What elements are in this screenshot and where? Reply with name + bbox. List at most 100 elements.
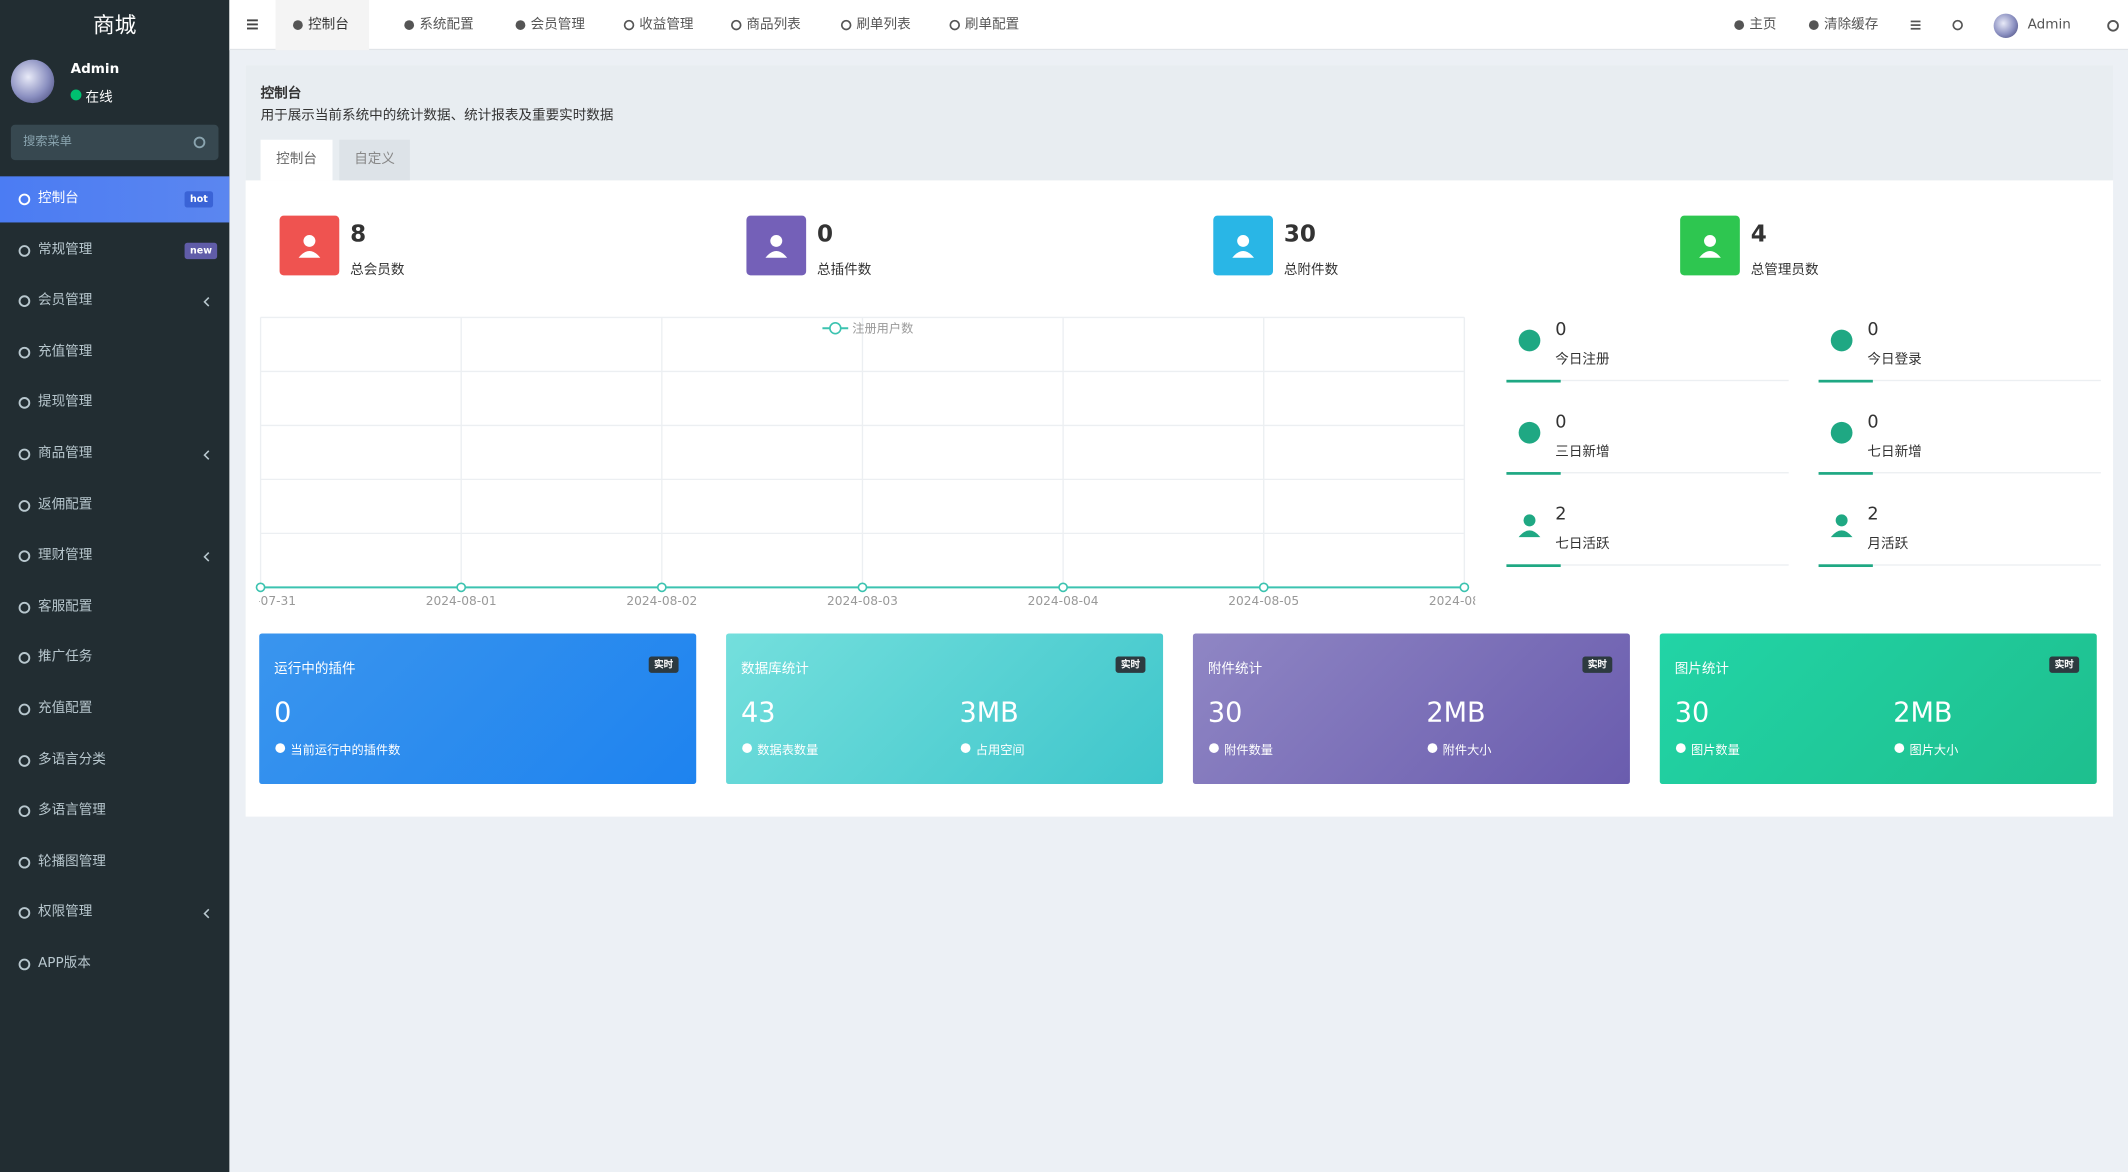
menu-item[interactable]: 充值配置 (0, 686, 229, 732)
icon (18, 652, 31, 665)
nav-tab[interactable]: 刷单配置 (932, 0, 1035, 50)
menu-item[interactable]: 提现管理 (0, 380, 229, 426)
logo[interactable]: 商城 (92, 12, 137, 38)
card-value: 30 (1207, 695, 1243, 729)
stat-card: 数据库统计 实时 43 数据表数量 3MB 占用空间 (726, 633, 1164, 785)
icon-shape (1808, 20, 1819, 30)
panel-tab[interactable]: 控制台 (260, 139, 333, 181)
menu-item[interactable]: 推广任务 (0, 635, 229, 681)
menu-item[interactable]: 返佣配置 (0, 482, 229, 528)
mini-stat-label: 今日注册 (1555, 352, 1610, 368)
page-description: 用于展示当前系统中的统计数据、统计报表及重要实时数据 (260, 108, 614, 124)
nav-tab[interactable]: 刷单列表 (824, 0, 927, 50)
mini-stat-accent (1818, 564, 1873, 568)
icon (1209, 743, 1219, 753)
stat-icon (1213, 215, 1273, 276)
icon-shape (303, 234, 316, 247)
nav-tab[interactable]: 商品列表 (714, 0, 817, 50)
menu-item[interactable]: 轮播图管理 (0, 839, 229, 885)
menu-item[interactable]: 充值管理 (0, 329, 229, 375)
top-link[interactable]: 清除缓存 (1808, 0, 1889, 50)
mini-stat-accent (1506, 472, 1561, 475)
icon (18, 397, 31, 410)
card-badge: 实时 (2049, 656, 2080, 673)
icon-shape (18, 499, 31, 512)
legend-label: 注册用户数 (852, 320, 913, 335)
point (1058, 582, 1068, 593)
card-label: 图片数量 (1690, 744, 1740, 759)
panel-tab[interactable]: 自定义 (339, 139, 410, 181)
icon (515, 20, 526, 30)
icon[interactable] (1909, 19, 1921, 31)
user-name: Admin (70, 62, 120, 78)
nav-tab-label: 刷单列表 (856, 17, 911, 33)
point (255, 582, 266, 593)
top-link[interactable]: 主页 (1733, 0, 1814, 50)
stat-value: 4 (1750, 221, 1767, 249)
nav-tab[interactable]: 收益管理 (607, 0, 710, 50)
stat-icon (1680, 215, 1740, 276)
search-box[interactable]: 搜索菜单 (10, 124, 219, 161)
menu-item[interactable]: 多语言分类 (0, 737, 229, 783)
mini-stat-accent (1818, 472, 1873, 475)
nav-tab[interactable]: 系统配置 (387, 0, 490, 50)
icon-shape (18, 703, 31, 716)
menu-item[interactable]: 控制台 hot (0, 176, 230, 223)
menu-item[interactable]: 商品管理 (0, 431, 229, 477)
card-label: 附件大小 (1442, 744, 1492, 759)
menu-label: 理财管理 (37, 548, 93, 564)
icon-shape (246, 23, 258, 26)
icon-shape (1910, 24, 1921, 26)
mini-stat-label: 三日新增 (1555, 444, 1610, 460)
icon[interactable] (1952, 19, 1964, 31)
nav-tab[interactable]: 会员管理 (498, 0, 601, 50)
icon-shape (1835, 514, 1848, 527)
icon-shape (949, 19, 961, 31)
top-user[interactable]: Admin (2027, 17, 2071, 33)
icon-shape (1518, 329, 1541, 352)
icon (275, 743, 286, 753)
menu-item[interactable]: 常规管理 new (0, 227, 229, 273)
nav-tab-label: 控制台 (308, 17, 349, 33)
chart-plot: 2024-07-31 2024-08-01 2024-08-02 2024-08-03… (255, 316, 1475, 608)
icon-shape (193, 136, 206, 149)
icon-shape (1910, 20, 1921, 23)
card-value: 0 (274, 695, 292, 729)
menu-item[interactable]: 多语言管理 (0, 788, 229, 834)
icon-shape (840, 19, 852, 31)
card-badge: 实时 (1115, 656, 1146, 673)
menu-badge: new (184, 242, 218, 259)
card-value: 2MB (1426, 695, 1486, 729)
menu-label: 多语言管理 (37, 803, 106, 819)
menu-item[interactable]: 客服配置 (0, 584, 229, 630)
line-chart: 2024-07-31 2024-08-01 2024-08-02 2024-08-03… (255, 316, 1475, 608)
icon-shape (770, 234, 783, 247)
menu-item[interactable]: APP版本 (0, 941, 229, 987)
icon-shape (404, 20, 415, 30)
menu-label: 推广任务 (37, 650, 93, 666)
icon-shape (1704, 234, 1716, 247)
icon (1427, 743, 1438, 753)
menu-label: 返佣配置 (37, 497, 93, 513)
search-placeholder: 搜索菜单 (23, 135, 72, 150)
menu-item[interactable]: 权限管理 (0, 890, 229, 936)
menu-item[interactable]: 理财管理 (0, 533, 229, 579)
mini-stat-divider (1506, 472, 1789, 474)
mini-stat-value: 0 (1867, 320, 1879, 341)
mini-stat-divider (1818, 564, 2101, 566)
user-status: 在线 (85, 90, 113, 106)
icon[interactable] (2106, 19, 2120, 33)
mini-stat-label: 七日活跃 (1555, 537, 1610, 553)
nav-tab-label: 刷单配置 (964, 17, 1020, 33)
x-tick-label: 2024-08-02 (626, 594, 697, 608)
nav-tab-label: 系统配置 (419, 17, 474, 33)
card-badge: 实时 (648, 656, 679, 673)
menu-item[interactable]: 会员管理 (0, 278, 229, 324)
mini-stat-value: 2 (1555, 504, 1567, 525)
panel-heading (245, 65, 2114, 181)
icon-shape (1518, 530, 1541, 538)
x-tick-label: 2024-08-03 (827, 594, 898, 608)
nav-tab[interactable]: 控制台 (275, 0, 370, 51)
icon-shape (960, 743, 971, 753)
mini-stat-label: 七日新增 (1867, 444, 1922, 460)
